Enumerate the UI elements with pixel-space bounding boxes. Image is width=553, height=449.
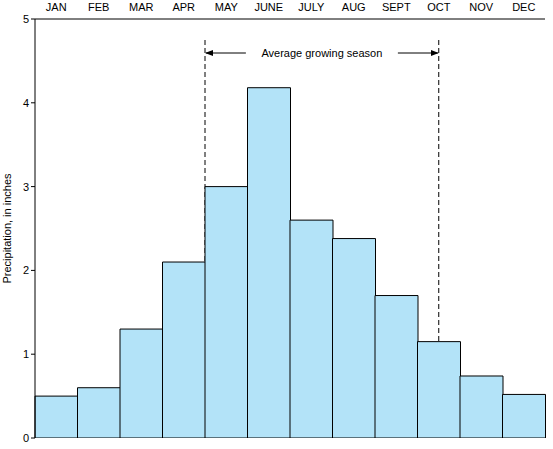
svg-text:3: 3	[23, 181, 29, 193]
svg-text:OCT: OCT	[427, 1, 451, 13]
svg-text:MAY: MAY	[215, 1, 239, 13]
svg-text:Precipitation, in inches: Precipitation, in inches	[8, 173, 13, 284]
svg-text:FEB: FEB	[88, 1, 109, 13]
svg-text:JAN: JAN	[46, 1, 67, 13]
svg-text:JULY: JULY	[298, 1, 325, 13]
svg-text:0: 0	[23, 432, 29, 444]
svg-text:AUG: AUG	[342, 1, 366, 13]
svg-text:MAR: MAR	[129, 1, 154, 13]
svg-text:DEC: DEC	[512, 1, 535, 13]
svg-text:APR: APR	[172, 1, 195, 13]
svg-text:Average growing season: Average growing season	[261, 47, 382, 59]
svg-text:2: 2	[23, 264, 29, 276]
svg-text:4: 4	[23, 97, 29, 109]
svg-text:SEPT: SEPT	[382, 1, 411, 13]
svg-text:JUNE: JUNE	[254, 1, 283, 13]
svg-text:5: 5	[23, 13, 29, 25]
svg-text:1: 1	[23, 348, 29, 360]
svg-text:NOV: NOV	[469, 1, 494, 13]
